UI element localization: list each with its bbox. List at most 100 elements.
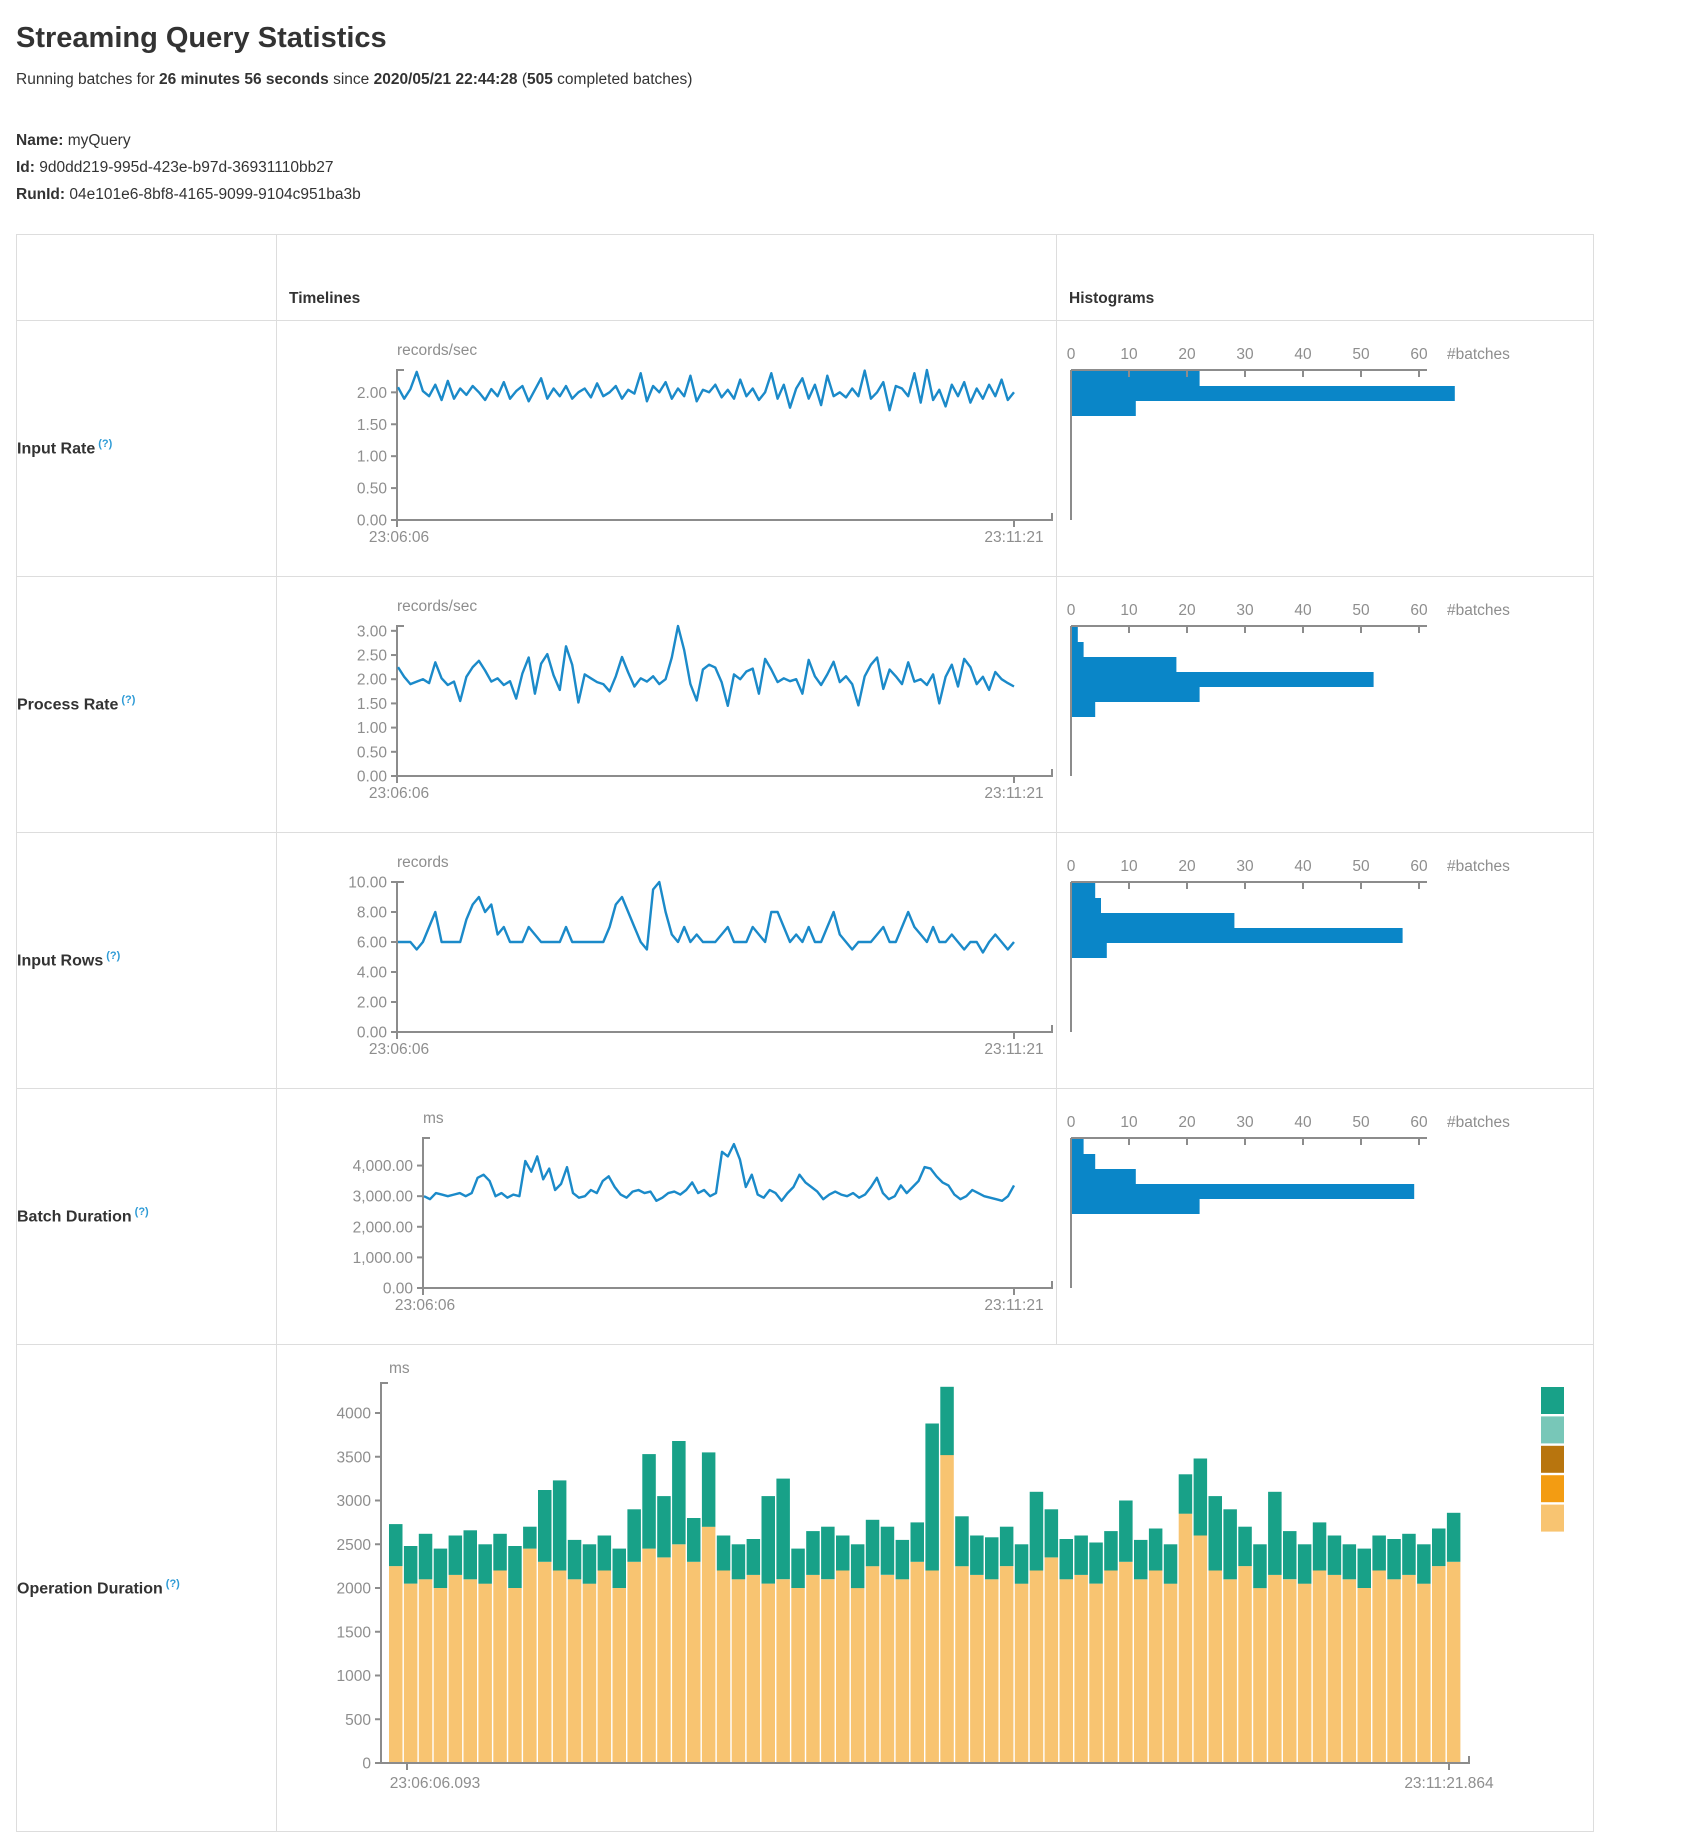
input-rows-timeline-chart[interactable]: records 10.00 8.00 6.00 4.00 2.00 0.00 23:06:06… — [277, 833, 1056, 1088]
svg-text:1,000.00: 1,000.00 — [353, 1250, 414, 1267]
process-rate-label-cell: Process Rate (?) — [16, 576, 277, 833]
operation-duration-label: Operation Duration — [17, 1580, 163, 1598]
operation-duration-chart[interactable]: ms 4000 3500 3000 2500 2000 1500 1000 500 0 23:06:… — [277, 1345, 1593, 1831]
svg-text:60: 60 — [1410, 602, 1428, 619]
input-rate-help-icon[interactable]: (?) — [98, 438, 113, 451]
process-rate-row: Process Rate (?) records/sec 3.00 2.50 2.00 1… — [16, 576, 1594, 833]
svg-text:0.00: 0.00 — [357, 513, 388, 530]
svg-text:20: 20 — [1178, 1114, 1196, 1131]
svg-text:2.00: 2.00 — [357, 995, 388, 1012]
svg-text:40: 40 — [1294, 346, 1312, 363]
input-rate-timeline-chart[interactable]: records/sec 2.00 1.50 1.00 0.50 0.00 23:06:06 2… — [277, 321, 1056, 576]
svg-text:60: 60 — [1410, 346, 1428, 363]
batch-duration-timeline-cell: ms 4,000.00 3,000.00 2,000.00 1,000.00 0.00 23… — [276, 1088, 1057, 1345]
input-rows-histogram-chart: 0 10 20 30 40 50 60 #batches — [1057, 833, 1593, 1088]
svg-text:40: 40 — [1294, 602, 1312, 619]
svg-text:3.00: 3.00 — [357, 623, 388, 640]
running-batches-summary: Running batches for 26 minutes 56 second… — [16, 71, 1677, 89]
svg-text:50: 50 — [1352, 602, 1370, 619]
svg-text:records: records — [397, 854, 449, 871]
svg-text:0: 0 — [1067, 346, 1076, 363]
query-name-label: Name: — [16, 132, 64, 149]
svg-text:ms: ms — [389, 1360, 410, 1377]
statistics-table: Timelines Histograms Input Rate (?) recor… — [16, 234, 1594, 1832]
input-rate-label: Input Rate — [17, 440, 96, 458]
svg-text:20: 20 — [1178, 346, 1196, 363]
svg-text:#batches: #batches — [1447, 346, 1510, 363]
svg-text:30: 30 — [1236, 858, 1254, 875]
operation-duration-chart-cell: ms 4000 3500 3000 2500 2000 1500 1000 500 0 23:06:… — [276, 1344, 1594, 1832]
svg-text:3,000.00: 3,000.00 — [353, 1189, 414, 1206]
process-rate-histogram-cell: 0 10 20 30 40 50 60 #batches — [1056, 576, 1594, 833]
svg-text:1.00: 1.00 — [357, 449, 388, 466]
query-runid-line: RunId: 04e101e6-8bf8-4165-9099-9104c951b… — [16, 181, 1677, 208]
batch-duration-histogram-cell: 0 10 20 30 40 50 60 #batches — [1056, 1088, 1594, 1345]
svg-text:0: 0 — [362, 1756, 371, 1773]
subtitle-part: Running batches for — [16, 71, 160, 88]
svg-text:30: 30 — [1236, 1114, 1254, 1131]
batch-duration-help-icon[interactable]: (?) — [134, 1206, 149, 1219]
process-rate-histogram-chart: 0 10 20 30 40 50 60 #batches — [1057, 577, 1593, 832]
table-header-row: Timelines Histograms — [16, 234, 1594, 321]
svg-text:10.00: 10.00 — [348, 875, 387, 892]
operation-duration-label-cell: Operation Duration (?) — [16, 1344, 277, 1832]
process-rate-timeline-chart[interactable]: records/sec 3.00 2.50 2.00 1.50 1.00 0.50 0.00 2… — [277, 577, 1056, 832]
input-rows-row: Input Rows (?) records 10.00 8.00 6.00 4.00 2.… — [16, 832, 1594, 1089]
svg-text:40: 40 — [1294, 858, 1312, 875]
svg-text:23:06:06: 23:06:06 — [369, 785, 429, 802]
svg-text:23:06:06: 23:06:06 — [395, 1297, 455, 1314]
svg-text:2.00: 2.00 — [357, 672, 388, 689]
batch-duration-label: Batch Duration — [17, 1208, 132, 1226]
subtitle-part: completed batches) — [552, 71, 693, 88]
input-rows-help-icon[interactable]: (?) — [106, 950, 121, 963]
svg-text:2000: 2000 — [337, 1581, 372, 1598]
svg-text:23:11:21: 23:11:21 — [984, 1041, 1043, 1058]
input-rows-label: Input Rows — [17, 952, 104, 970]
svg-text:2.50: 2.50 — [357, 648, 388, 665]
svg-text:23:11:21: 23:11:21 — [984, 529, 1043, 546]
svg-text:1.50: 1.50 — [357, 417, 388, 434]
batch-duration-row: Batch Duration (?) ms 4,000.00 3,000.00 2,00… — [16, 1088, 1594, 1345]
input-rate-label-cell: Input Rate (?) — [16, 320, 277, 577]
svg-text:ms: ms — [423, 1110, 444, 1127]
query-name-value: myQuery — [67, 132, 131, 149]
input-rows-label-cell: Input Rows (?) — [16, 832, 277, 1089]
svg-text:10: 10 — [1120, 602, 1138, 619]
input-rate-row: Input Rate (?) records/sec 2.00 1.50 1.00 0.5… — [16, 320, 1594, 577]
page-title: Streaming Query Statistics — [16, 22, 387, 54]
svg-text:1000: 1000 — [337, 1668, 372, 1685]
process-rate-label: Process Rate — [17, 696, 119, 714]
metric-column-header — [16, 234, 277, 321]
query-runid-value: 04e101e6-8bf8-4165-9099-9104c951ba3b — [69, 186, 361, 203]
svg-text:23:06:06: 23:06:06 — [369, 529, 429, 546]
subtitle-part: ( — [517, 71, 527, 88]
svg-text:60: 60 — [1410, 1114, 1428, 1131]
svg-text:20: 20 — [1178, 602, 1196, 619]
svg-text:50: 50 — [1352, 346, 1370, 363]
svg-text:0.00: 0.00 — [383, 1281, 414, 1298]
batch-duration-timeline-chart[interactable]: ms 4,000.00 3,000.00 2,000.00 1,000.00 0.00 23… — [277, 1089, 1056, 1344]
query-id-value: 9d0dd219-995d-423e-b97d-36931110bb27 — [39, 159, 334, 176]
operation-duration-help-icon[interactable]: (?) — [165, 1577, 180, 1590]
process-rate-help-icon[interactable]: (?) — [121, 694, 136, 707]
input-rows-histogram-cell: 0 10 20 30 40 50 60 #batches — [1056, 832, 1594, 1089]
svg-text:0: 0 — [1067, 858, 1076, 875]
histograms-header: Histograms — [1056, 234, 1594, 321]
svg-text:0.50: 0.50 — [357, 744, 388, 761]
query-meta: Name: myQuery Id: 9d0dd219-995d-423e-b97… — [16, 127, 1677, 208]
input-rate-histogram-cell: 0 10 20 30 40 50 60 #batches — [1056, 320, 1594, 577]
svg-text:23:06:06: 23:06:06 — [369, 1041, 429, 1058]
svg-text:23:06:06.093: 23:06:06.093 — [390, 1775, 481, 1792]
timelines-header: Timelines — [276, 234, 1057, 321]
svg-text:50: 50 — [1352, 1114, 1370, 1131]
svg-text:30: 30 — [1236, 602, 1254, 619]
svg-text:50: 50 — [1352, 858, 1370, 875]
subtitle-part: since — [328, 71, 374, 88]
input-rate-timeline-cell: records/sec 2.00 1.50 1.00 0.50 0.00 23:06:06 2… — [276, 320, 1057, 577]
svg-text:8.00: 8.00 — [357, 905, 388, 922]
query-name-line: Name: myQuery — [16, 127, 1677, 154]
svg-text:#batches: #batches — [1447, 602, 1510, 619]
svg-text:2,000.00: 2,000.00 — [353, 1219, 414, 1236]
subtitle-part: 505 — [526, 71, 553, 88]
